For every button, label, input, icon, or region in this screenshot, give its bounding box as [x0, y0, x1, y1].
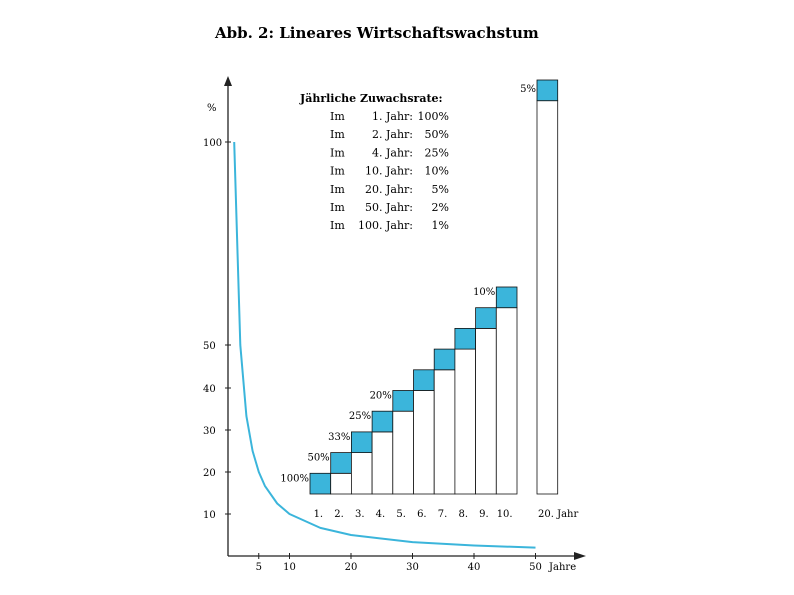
stair-growth-box — [392, 390, 414, 412]
x-tick-label: 5 — [256, 562, 262, 573]
axes: % Jahre 100 50 40 30 20 10 5 10 20 30 40 50 — [203, 76, 586, 573]
legend-row-rate: 25% — [425, 146, 449, 159]
stair-column — [495, 307, 518, 495]
stair-rate-label: 100% — [280, 473, 309, 484]
legend-row-prefix: Im — [330, 165, 345, 178]
chart-title: Abb. 2: Lineares Wirtschaftswachstum — [214, 24, 539, 42]
stair-category-label: 9. — [479, 509, 489, 520]
legend-row-prefix: Im — [330, 183, 345, 196]
stair-category-label: 8. — [458, 509, 468, 520]
stair-growth-box — [309, 472, 332, 495]
decay-curve-group — [233, 141, 536, 549]
y-axis-arrow — [224, 76, 232, 86]
legend-title: Jährliche Zuwachsrate: — [299, 92, 443, 105]
x-axis-arrow — [574, 552, 586, 560]
tall-bar-rate-label: 5% — [520, 84, 536, 95]
legend-row-rate: 1% — [432, 219, 449, 232]
stair-growth-box — [454, 327, 476, 350]
y-tick-label: 100 — [203, 138, 222, 149]
legend-row-year: 50. Jahr: — [365, 201, 413, 214]
stair-growth-box — [495, 286, 518, 309]
stair-category-label: 6. — [417, 509, 427, 520]
stair-growth-box — [371, 410, 394, 433]
stair-column — [454, 348, 476, 495]
y-tick-label: 10 — [203, 510, 216, 521]
stair-category-label: 10. — [497, 509, 513, 520]
stair-column — [350, 452, 373, 495]
stair-growth-box — [413, 369, 435, 391]
stair-column — [392, 410, 414, 495]
decay-curve — [233, 141, 536, 549]
y-tick-label: 50 — [203, 341, 216, 352]
legend-row-rate: 5% — [432, 183, 449, 196]
stair-column — [330, 472, 352, 495]
x-tick-label: 40 — [468, 562, 481, 573]
legend-row-rate: 50% — [425, 128, 449, 141]
y-tick-label: 20 — [203, 468, 216, 479]
stair-growth-box — [475, 307, 497, 329]
stair-rate-label: 33% — [328, 432, 350, 443]
stair-category-label: 1. — [314, 509, 324, 520]
legend-row-year: 1. Jahr: — [372, 110, 413, 123]
y-axis-label: % — [207, 103, 217, 114]
stair-column — [413, 390, 435, 495]
legend-row-year: 4. Jahr: — [372, 146, 413, 159]
legend-row-rate: 2% — [432, 201, 449, 214]
legend-row-prefix: Im — [330, 128, 345, 141]
x-tick-label: 50 — [529, 562, 542, 573]
tall-bar-column — [536, 100, 559, 495]
x-tick-label: 10 — [283, 562, 296, 573]
stair-rate-label: 20% — [370, 391, 392, 402]
stair-growth-box — [350, 431, 373, 453]
stair-column — [475, 327, 497, 495]
x-tick-label: 30 — [406, 562, 419, 573]
stair-category-label: 3. — [355, 509, 365, 520]
legend-row-year: 100. Jahr: — [358, 219, 413, 232]
legend-row-prefix: Im — [330, 201, 345, 214]
staircase-bars: 1. 100% 2. 50% 3. 33% 4. 25% 5. 20% 6. 7. 8. 9. 10. 10%… — [280, 79, 578, 520]
stair-category-label: 4. — [376, 509, 386, 520]
growth-rate-legend: Jährliche Zuwachsrate: Im 1. Jahr: 100% Im 2… — [299, 92, 449, 232]
legend-row-prefix: Im — [330, 219, 345, 232]
stair-category-label: 2. — [334, 509, 344, 520]
tall-bar-growth-box — [536, 79, 559, 102]
stair-rate-label: 25% — [349, 411, 371, 422]
stair-category-label: 5. — [396, 509, 406, 520]
legend-row-rate: 100% — [418, 110, 449, 123]
legend-row-prefix: Im — [330, 110, 345, 123]
stair-growth-box — [433, 348, 456, 371]
legend-row-rate: 10% — [425, 165, 449, 178]
tall-bar-category-label: 20. Jahr — [538, 509, 578, 520]
legend-row-year: 2. Jahr: — [372, 128, 413, 141]
stair-category-label: 7. — [438, 509, 448, 520]
stair-rate-label: 50% — [307, 453, 329, 464]
stair-column — [433, 369, 456, 495]
legend-row-year: 20. Jahr: — [365, 183, 413, 196]
legend-row-year: 10. Jahr: — [365, 165, 413, 178]
stair-growth-box — [330, 452, 352, 474]
x-tick-label: 20 — [345, 562, 358, 573]
y-tick-label: 40 — [203, 384, 216, 395]
stair-column — [371, 431, 394, 495]
x-axis-label: Jahre — [548, 562, 576, 573]
y-tick-label: 30 — [203, 426, 216, 437]
legend-row-prefix: Im — [330, 146, 345, 159]
stair-rate-label: 10% — [473, 287, 495, 298]
